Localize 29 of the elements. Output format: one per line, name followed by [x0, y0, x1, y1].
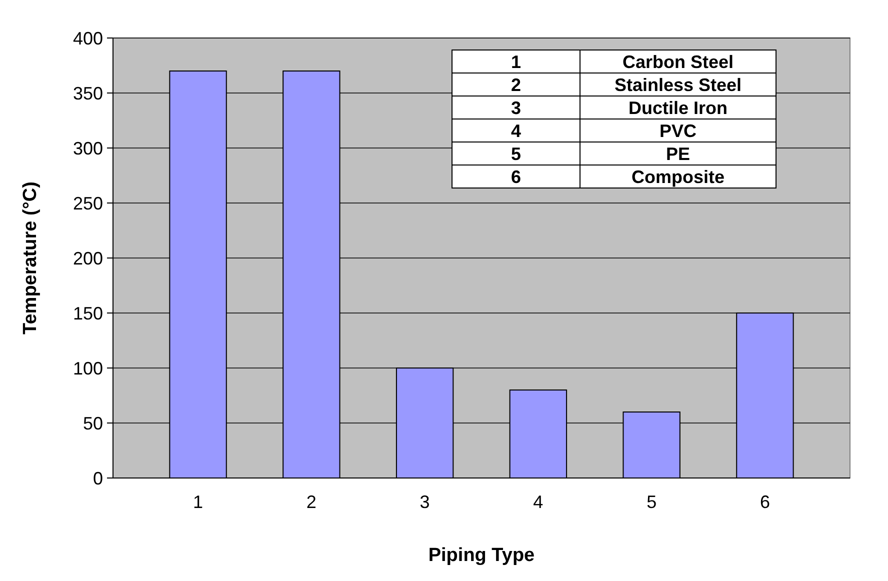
annotation: 6: [511, 166, 522, 187]
x-tick-label: 1: [193, 492, 204, 512]
y-axis-title: Temperature (°C): [20, 182, 41, 334]
annotation: 4: [511, 120, 522, 141]
y-tick-label: 100: [72, 358, 103, 378]
y-tick-label: 300: [72, 138, 103, 158]
y-tick-label: 250: [72, 193, 103, 214]
annotation: 2: [511, 74, 522, 95]
x-tick-label: 6: [760, 492, 770, 512]
annotation: PVC: [660, 120, 697, 141]
y-tick-label: 150: [72, 303, 103, 324]
annotation: Carbon Steel: [622, 52, 734, 72]
annotation: PE: [666, 144, 690, 164]
annotation: Composite: [632, 166, 725, 187]
annotation: Stainless Steel: [614, 74, 742, 95]
annotation: 3: [511, 98, 522, 118]
x-tick-label: 4: [533, 492, 544, 512]
x-tick-label: 2: [306, 492, 316, 512]
y-tick-label: 0: [92, 468, 103, 488]
y-tick-label: 400: [72, 28, 103, 48]
x-axis-title: Piping Type: [428, 545, 535, 566]
x-tick-label: 3: [420, 492, 430, 512]
annotation: 1: [511, 52, 522, 72]
y-tick-label: 50: [82, 413, 103, 434]
annotation: Ductile Iron: [628, 98, 728, 118]
annotation: 5: [511, 144, 522, 164]
y-tick-label: 200: [72, 248, 103, 268]
y-tick-label: 350: [72, 83, 103, 104]
x-tick-label: 5: [646, 492, 657, 512]
